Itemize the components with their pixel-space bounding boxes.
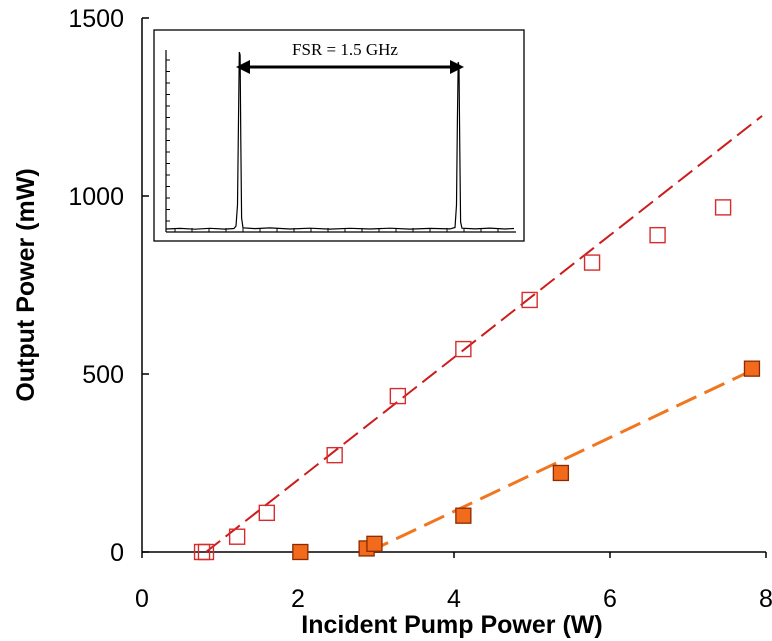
y-tick-label: 1000 bbox=[68, 183, 124, 211]
y-axis-title: Output Power (mW) bbox=[12, 168, 40, 401]
data-point-series-1 bbox=[521, 291, 538, 309]
y-tick-label: 1500 bbox=[68, 5, 124, 33]
inset-spectrum: FSR = 1.5 GHz bbox=[153, 29, 525, 242]
inset-y-ticks bbox=[166, 59, 170, 222]
inset-frame bbox=[153, 29, 525, 242]
data-point-series-1 bbox=[258, 504, 275, 522]
fsr-arrow-left-head bbox=[236, 60, 250, 74]
axis-ticks: 0 2 4 6 8 0 500 1000 1500 bbox=[68, 5, 772, 613]
x-axis-title: Incident Pump Power (W) bbox=[301, 611, 602, 639]
data-point-series-1 bbox=[455, 340, 472, 358]
data-point-series-1 bbox=[583, 254, 601, 271]
data-point-series-1 bbox=[714, 199, 732, 216]
y-tick-label: 500 bbox=[82, 361, 124, 389]
data-point-series-2 bbox=[366, 535, 383, 552]
inset-spectrum-trace bbox=[165, 51, 515, 230]
fit-line-2 bbox=[367, 369, 753, 554]
data-point-series-1 bbox=[326, 446, 343, 464]
data-point-series-2 bbox=[743, 360, 761, 377]
data-markers bbox=[193, 199, 761, 561]
x-tick-label: 8 bbox=[759, 585, 772, 613]
x-tick-label: 4 bbox=[447, 585, 461, 613]
data-point-series-2 bbox=[292, 543, 309, 561]
x-tick-label: 6 bbox=[603, 585, 617, 613]
fsr-arrow-right-head bbox=[450, 60, 464, 74]
y-tick-label: 0 bbox=[110, 539, 124, 567]
x-tick-label: 2 bbox=[291, 585, 305, 613]
fit-lines bbox=[205, 115, 763, 554]
data-point-series-2 bbox=[552, 464, 570, 482]
fsr-annotation: FSR = 1.5 GHz bbox=[292, 40, 398, 59]
fit-line-1 bbox=[205, 115, 763, 553]
x-tick-label: 0 bbox=[135, 585, 149, 613]
data-point-series-1 bbox=[197, 543, 215, 561]
data-point-series-2 bbox=[455, 507, 472, 524]
data-point-series-1 bbox=[228, 528, 246, 545]
data-point-series-1 bbox=[649, 226, 666, 244]
data-point-series-1 bbox=[389, 387, 407, 405]
